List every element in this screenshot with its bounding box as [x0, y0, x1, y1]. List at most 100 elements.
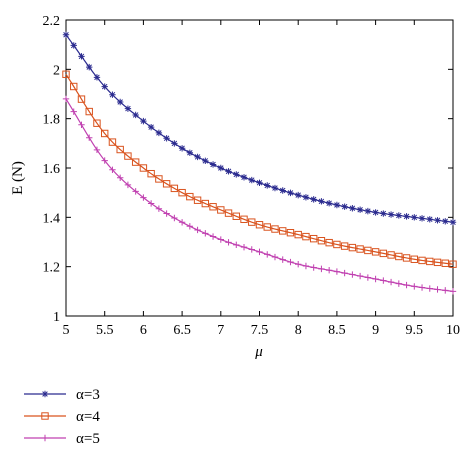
data-point	[255, 221, 264, 229]
data-point	[101, 83, 108, 90]
data-point	[340, 242, 349, 250]
data-point	[271, 253, 279, 261]
data-point	[426, 257, 434, 266]
data-point	[302, 194, 310, 201]
series-2	[62, 70, 457, 268]
data-point	[240, 215, 248, 223]
data-point	[395, 252, 403, 261]
data-point	[349, 205, 356, 212]
data-point	[395, 280, 403, 287]
data-point	[86, 63, 93, 71]
data-point	[349, 271, 356, 278]
data-point	[62, 70, 70, 78]
series-line	[65, 98, 454, 292]
data-point	[387, 211, 395, 218]
data-point	[333, 240, 341, 249]
data-point	[410, 255, 419, 263]
data-point	[325, 266, 333, 274]
legend-marker	[41, 412, 49, 420]
data-point	[310, 196, 317, 203]
data-point	[341, 203, 348, 210]
data-point	[217, 164, 224, 172]
data-point	[302, 232, 310, 241]
data-point	[193, 196, 202, 204]
x-tick-label: 10	[446, 323, 460, 338]
legend-item: α=3	[24, 387, 100, 403]
data-point	[70, 108, 77, 115]
plot-frame	[65, 19, 454, 317]
data-point	[186, 149, 194, 156]
data-point	[62, 31, 70, 38]
data-point	[348, 243, 357, 252]
y-tick-label: 1	[53, 310, 60, 325]
data-point	[372, 209, 379, 216]
data-point	[310, 264, 317, 271]
data-point	[434, 217, 441, 224]
data-point	[232, 212, 240, 220]
data-point	[295, 261, 302, 268]
data-point	[449, 219, 457, 226]
data-point	[147, 200, 155, 207]
legend-marker	[41, 390, 49, 398]
data-point	[93, 74, 101, 81]
data-point	[101, 129, 109, 138]
data-point	[194, 226, 201, 234]
data-point	[433, 258, 442, 267]
x-tick-label: 5.5	[96, 323, 114, 338]
data-point	[356, 206, 364, 213]
x-tick-label: 6.5	[173, 323, 191, 338]
data-point	[387, 251, 395, 259]
data-point	[333, 268, 341, 275]
data-point	[186, 223, 194, 230]
data-point	[116, 145, 124, 154]
data-point	[70, 42, 77, 49]
x-tick-label: 8	[295, 323, 302, 338]
data-point	[256, 179, 263, 186]
data-point	[403, 213, 410, 220]
data-point	[86, 134, 93, 141]
data-point	[109, 166, 116, 173]
data-point	[124, 181, 132, 189]
data-point	[124, 105, 132, 112]
series-1	[62, 31, 457, 226]
data-point	[264, 251, 271, 258]
data-point	[380, 210, 387, 217]
data-point	[279, 187, 286, 194]
data-point	[333, 201, 341, 209]
data-point	[449, 260, 457, 268]
axis-ticks: 5 5.5 6 6.5 7 7.5 8 8.5 9 9.5 10 1 1.2 1.4 1.6 1.8 2 2.2	[43, 14, 461, 338]
data-point	[317, 236, 326, 245]
y-tick-label: 2.2	[43, 14, 61, 29]
data-point	[209, 161, 217, 168]
data-point	[356, 245, 364, 253]
data-point	[325, 200, 333, 207]
data-point	[442, 287, 449, 294]
x-tick-label: 5	[63, 323, 70, 338]
data-point	[240, 174, 248, 181]
data-point	[202, 157, 209, 165]
x-tick-label: 9	[372, 323, 379, 338]
data-point	[101, 157, 108, 164]
data-point	[78, 53, 85, 60]
data-point	[387, 278, 395, 286]
y-tick-label: 1.4	[43, 211, 61, 226]
data-point	[380, 277, 387, 284]
data-point	[371, 248, 380, 256]
data-point	[441, 259, 449, 267]
data-point	[295, 191, 302, 199]
legend-item: α=5	[24, 431, 100, 447]
data-point	[225, 168, 232, 175]
data-point	[116, 174, 124, 181]
data-point	[209, 203, 217, 211]
data-point	[217, 236, 224, 243]
x-tick-label: 9.5	[406, 323, 424, 338]
legend-label: α=3	[76, 387, 100, 403]
data-point	[163, 210, 170, 217]
data-point	[140, 117, 147, 125]
data-point	[132, 111, 139, 119]
data-point	[93, 146, 101, 154]
data-point	[147, 123, 155, 131]
data-point	[294, 230, 302, 239]
data-point	[170, 184, 179, 193]
